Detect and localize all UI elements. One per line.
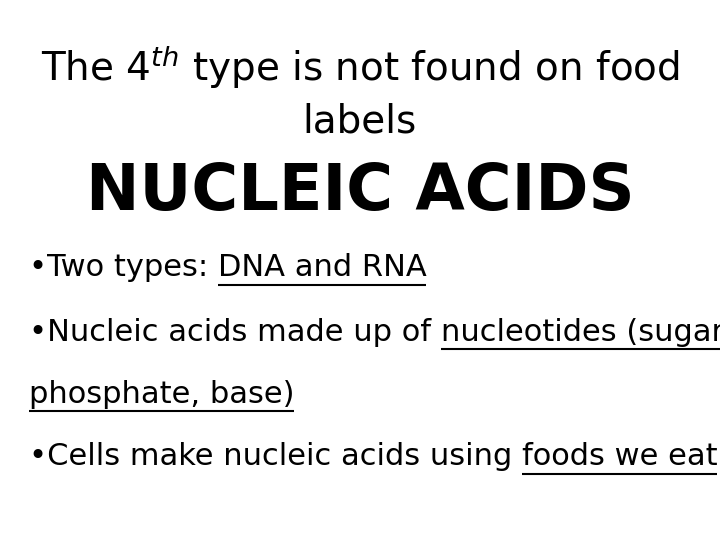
Text: labels: labels: [303, 103, 417, 140]
Text: The 4$^{th}$ type is not found on food: The 4$^{th}$ type is not found on food: [40, 44, 680, 91]
Text: DNA and RNA: DNA and RNA: [217, 253, 426, 282]
Text: •Two types:: •Two types:: [29, 253, 217, 282]
Text: NUCLEIC ACIDS: NUCLEIC ACIDS: [86, 161, 634, 222]
Text: foods we eat: foods we eat: [522, 442, 717, 471]
Text: phosphate, base): phosphate, base): [29, 380, 294, 409]
Text: •Nucleic acids made up of: •Nucleic acids made up of: [29, 318, 441, 347]
Text: nucleotides (sugar,: nucleotides (sugar,: [441, 318, 720, 347]
Text: •Cells make nucleic acids using: •Cells make nucleic acids using: [29, 442, 522, 471]
